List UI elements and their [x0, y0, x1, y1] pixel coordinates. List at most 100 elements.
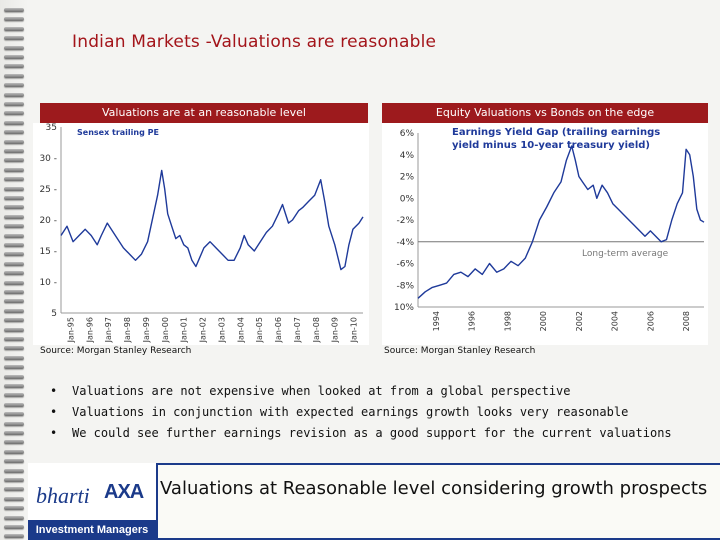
y-tick-label: -8% — [396, 281, 414, 291]
x-tick-label: Jan-99 — [142, 317, 151, 343]
y-tick-label: 6% — [400, 129, 415, 139]
bullet-item: • Valuations are not expensive when looke… — [50, 381, 672, 402]
binder-ring — [4, 384, 24, 388]
binder-ring — [4, 243, 24, 247]
company-logo: bharti AXA Investment Managers — [28, 463, 157, 540]
binder-ring — [4, 261, 24, 266]
x-tick-label: Jan-04 — [236, 317, 245, 343]
binder-ring — [4, 271, 24, 276]
bullet-list: • Valuations are not expensive when looke… — [50, 381, 672, 444]
binder-ring — [4, 280, 24, 285]
bullet-text: We could see further earnings revision a… — [72, 426, 672, 440]
binder-ring — [4, 449, 24, 454]
logo-partner: AXA — [104, 481, 144, 503]
page-title: Indian Markets -Valuations are reasonabl… — [72, 32, 437, 52]
binder-ring — [4, 393, 24, 398]
chart-title: Earnings Yield Gap (trailing earnings — [452, 127, 660, 138]
binder-ring — [4, 431, 24, 435]
binder-ring — [4, 45, 24, 50]
binder-ring — [4, 102, 24, 106]
binder-ring — [4, 120, 24, 125]
binder-ring — [4, 55, 24, 59]
x-tick-label: Jan-02 — [199, 317, 208, 343]
binder-ring — [4, 290, 24, 294]
y-tick-label: -2% — [396, 216, 414, 226]
binder-ring — [4, 534, 24, 539]
y-tick-label: 10 - — [39, 278, 57, 288]
binder-ring — [4, 167, 24, 172]
reference-line-label: Long-term average — [582, 249, 669, 259]
bullet-text: Valuations in conjunction with expected … — [72, 405, 629, 419]
binder-ring — [4, 17, 24, 22]
logo-brand: bharti — [36, 483, 90, 508]
right-chart-header: Equity Valuations vs Bonds on the edge — [382, 103, 708, 123]
binder-ring — [4, 111, 24, 116]
binder-ring — [4, 139, 24, 144]
binder-ring — [4, 402, 24, 407]
x-tick-label: Jan-97 — [104, 317, 113, 343]
binder-ring — [4, 478, 24, 482]
binder-ring — [4, 337, 24, 341]
y-tick-label: 15 - — [39, 247, 57, 257]
left-chart-header: Valuations are at an reasonable level — [40, 103, 368, 123]
left-chart-source: Source: Morgan Stanley Research — [40, 346, 192, 356]
binder-ring — [4, 36, 24, 41]
left-chart: 5 10 - 15 - 20 - 25 - 30 - 35 Jan-95 Jan-96 Jan-9… — [33, 123, 369, 345]
x-tick-label: Jan-00 — [161, 317, 170, 343]
x-tick-label: Jan-09 — [331, 317, 340, 343]
binder-ring — [4, 346, 24, 351]
binder-ring — [4, 440, 24, 445]
binder-ring — [4, 355, 24, 360]
bullet-dot: • — [50, 405, 58, 419]
binder-ring — [4, 421, 24, 426]
chart-title: yield minus 10-year treasury yield) — [452, 140, 650, 151]
bullet-item: • We could see further earnings revision … — [50, 423, 672, 444]
x-tick-label: Jan-07 — [293, 317, 302, 343]
binder-ring — [4, 73, 24, 78]
x-tick-label: Jan-96 — [85, 317, 94, 343]
binder-ring — [4, 515, 24, 520]
binder-ring — [4, 177, 24, 182]
binder-ring — [4, 308, 24, 313]
binder-ring — [4, 412, 24, 417]
binder-ring — [4, 83, 24, 88]
binder-ring — [4, 205, 24, 210]
binder-ring — [4, 196, 24, 200]
y-tick-label: 2% — [400, 173, 415, 183]
x-tick-label: 1996 — [468, 311, 477, 331]
x-tick-label: Jan-03 — [217, 317, 226, 343]
y-tick-label: 35 — [46, 123, 57, 133]
chart-title: Sensex trailing PE — [77, 128, 159, 137]
bullet-dot: • — [50, 384, 58, 398]
x-tick-label: Jan-08 — [312, 317, 321, 343]
x-tick-label: Jan-95 — [66, 317, 75, 343]
binder-ring — [4, 459, 24, 464]
x-tick-label: Jan-01 — [180, 317, 189, 343]
x-tick-label: 1998 — [503, 311, 512, 331]
x-tick-label: Jan-05 — [255, 317, 264, 343]
binder-ring — [4, 92, 24, 97]
right-chart-source: Source: Morgan Stanley Research — [384, 346, 536, 356]
y-tick-label: 0% — [400, 194, 415, 204]
logo-tagline: Investment Managers — [28, 520, 156, 540]
binder-ring — [4, 318, 24, 323]
binder-ring — [4, 64, 24, 69]
y-tick-label: -4% — [396, 238, 414, 248]
binder-ring — [4, 365, 24, 370]
binder-ring — [4, 374, 24, 379]
series-line — [60, 169, 364, 271]
y-tick-label: 10% — [394, 303, 414, 313]
bullet-text: Valuations are not expensive when looked… — [72, 384, 571, 398]
binder-ring — [4, 186, 24, 191]
binder-edge — [0, 0, 28, 540]
binder-ring — [4, 252, 24, 257]
binder-ring — [4, 149, 24, 153]
conclusion-text: Valuations at Reasonable level consideri… — [158, 465, 720, 538]
binder-ring — [4, 506, 24, 511]
binder-ring — [4, 299, 24, 304]
binder-ring — [4, 468, 24, 473]
x-tick-label: 2002 — [575, 311, 584, 331]
binder-ring — [4, 26, 24, 31]
binder-ring — [4, 158, 24, 163]
y-tick-label: -6% — [396, 260, 414, 270]
